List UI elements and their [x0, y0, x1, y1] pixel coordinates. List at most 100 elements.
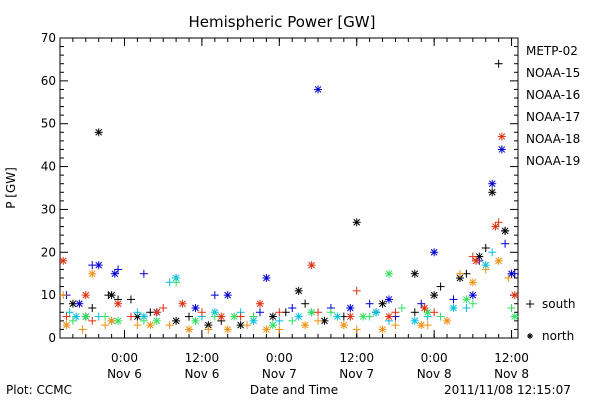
noaa-17-south-point: [68, 316, 77, 325]
noaa-19-south-point: [352, 286, 361, 295]
marker-legend: south north: [526, 297, 576, 343]
metp-02-north-point: [430, 291, 439, 300]
star-d2: [205, 321, 212, 329]
noaa-15-north-point: [507, 269, 516, 278]
x-tick-label: 0:00: [421, 351, 448, 365]
metp-02-south-point: [410, 308, 419, 317]
noaa-15-south-point: [255, 308, 264, 317]
noaa-15-north-point: [223, 291, 232, 300]
star-d2: [95, 128, 103, 136]
noaa-19-north-point: [59, 256, 68, 265]
metp-02-north-point: [294, 286, 303, 295]
legend-entry: NOAA-15: [526, 66, 580, 80]
star-d2: [230, 313, 238, 320]
metp-02-north-point: [488, 188, 497, 197]
noaa-15-south-point: [210, 291, 219, 300]
noaa-18-south-point: [204, 325, 213, 334]
metp-02-north-point: [410, 269, 419, 278]
star-d2: [63, 321, 70, 329]
noaa-19-north-point: [178, 299, 187, 308]
star-d2: [488, 180, 496, 188]
star-d2: [250, 317, 257, 325]
plot-timestamp: 2011/11/08 12:15:07: [444, 383, 571, 397]
x-tick-date-label: Nov 7: [339, 367, 374, 381]
star-d2: [185, 326, 193, 333]
noaa-18-north-point: [146, 321, 155, 330]
noaa-17-south-point: [436, 312, 445, 321]
star-d2: [421, 304, 428, 312]
noaa-19-north-point: [152, 308, 161, 317]
star-d2: [456, 274, 464, 282]
y-tick-label: 20: [41, 245, 56, 259]
noaa-19-south-point: [314, 308, 323, 317]
star-d2: [146, 321, 154, 329]
noaa-16-north-point: [333, 312, 342, 321]
star-d2: [88, 270, 96, 278]
metp-02-north-point: [320, 316, 329, 325]
metp-02-north-point: [94, 128, 103, 137]
metp-02-south-point: [185, 312, 194, 321]
star-d2: [153, 308, 161, 316]
noaa-18-south-point: [352, 325, 361, 334]
axis-ticks: [59, 37, 518, 339]
metp-02-north-point: [501, 226, 510, 235]
noaa-18-north-point: [62, 321, 71, 330]
noaa-15-south-point: [114, 265, 123, 274]
noaa-15-north-point: [430, 248, 439, 257]
noaa-18-north-point: [339, 321, 348, 330]
star-d2: [224, 326, 232, 333]
star-d2: [469, 291, 477, 299]
star-d2: [192, 304, 199, 312]
plot-credit: Plot: CCMC: [6, 383, 72, 397]
noaa-18-north-point: [378, 325, 387, 334]
star-d2: [411, 317, 419, 325]
metp-02-north-point: [268, 312, 277, 321]
noaa-15-north-point: [468, 291, 477, 300]
noaa-17-south-point: [139, 316, 148, 325]
noaa-15-north-point: [497, 145, 506, 154]
star-d2: [430, 291, 438, 299]
noaa-17-north-point: [268, 321, 277, 330]
plot-frame: [59, 37, 519, 339]
star-d2: [211, 308, 219, 316]
x-tick-label: 0:00: [111, 351, 138, 365]
metp-02-south-point: [126, 295, 135, 304]
noaa-19-north-point: [510, 291, 519, 300]
noaa-15-north-point: [94, 261, 103, 270]
star-d2: [321, 317, 328, 325]
noaa-18-south-point: [165, 321, 174, 330]
star-d2: [269, 321, 277, 329]
noaa-19-north-point: [472, 256, 481, 265]
star-d2: [385, 270, 393, 278]
x-tick-label: 12:00: [185, 351, 220, 365]
noaa-19-north-point: [81, 291, 90, 300]
star-d2: [475, 253, 483, 260]
star-d2: [140, 313, 148, 320]
legend-entry: NOAA-16: [526, 88, 580, 102]
noaa-17-north-point: [384, 269, 393, 278]
star-d2: [82, 291, 90, 299]
star-d2: [424, 308, 432, 316]
star-d2: [334, 313, 341, 320]
star-d2: [237, 321, 244, 329]
metp-02-north-point: [378, 299, 387, 308]
noaa-15-south-point: [501, 239, 510, 248]
metp-02-north-point: [68, 299, 77, 308]
y-tick-label: 40: [41, 160, 56, 174]
noaa-18-south-point: [455, 269, 464, 278]
star-d2: [411, 270, 419, 278]
star-d2: [263, 274, 270, 282]
noaa-16-south-point: [488, 248, 497, 257]
noaa-15-north-point: [488, 179, 497, 188]
noaa-17-south-point: [249, 312, 258, 321]
star-d2: [308, 308, 315, 316]
noaa-17-south-point: [397, 304, 406, 312]
noaa-18-north-point: [301, 321, 310, 330]
star-d2: [511, 291, 519, 299]
star-d2: [359, 313, 367, 320]
noaa-17-south-point: [172, 278, 181, 287]
noaa-18-south-point: [59, 291, 68, 300]
star-d2: [511, 313, 519, 320]
noaa-18-north-point: [223, 325, 232, 334]
noaa-17-north-point: [359, 312, 368, 321]
